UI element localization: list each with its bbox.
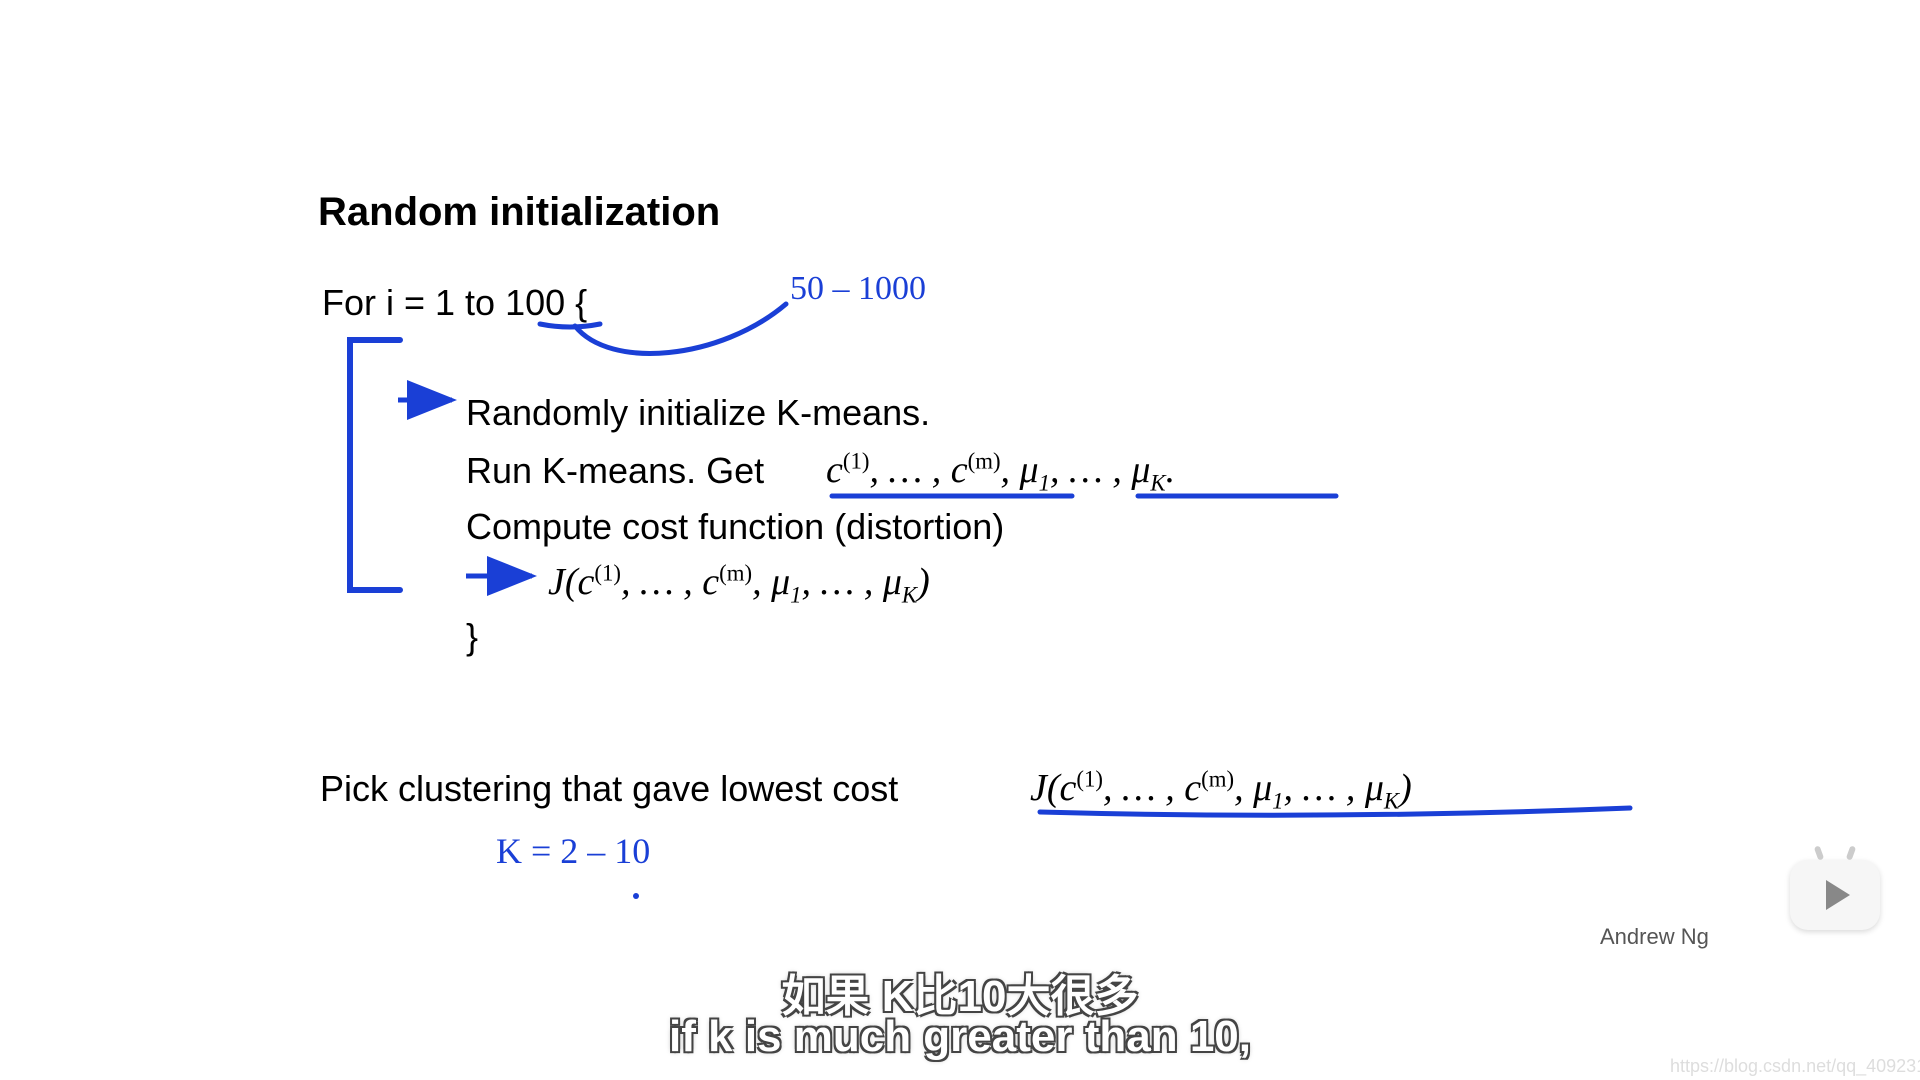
handwritten-range: 50 – 1000 [790, 270, 926, 308]
slide: Random initialization For i = 1 to 100 {… [0, 0, 1920, 1080]
closing-brace: } [466, 616, 478, 658]
pick-clustering-text: Pick clustering that gave lowest cost [320, 768, 898, 810]
play-icon[interactable] [1790, 860, 1880, 930]
step-run-kmeans-math: c(1), … , c(m), μ1, … , μK. [826, 448, 1175, 497]
cost-function-math: J(c(1), … , c(m), μ1, … , μK) [548, 560, 930, 609]
step-run-kmeans: Run K-means. Get [466, 450, 764, 492]
handwritten-k-note: K = 2 – 10 [496, 830, 650, 872]
step-random-init: Randomly initialize K-means. [466, 392, 930, 434]
subtitle-en: if k is much greater than 10, [669, 1012, 1251, 1062]
step-compute-cost: Compute cost function (distortion) [466, 506, 1004, 548]
slide-title: Random initialization [318, 190, 720, 235]
watermark: https://blog.csdn.net/qq_40923177 [1670, 1056, 1920, 1077]
for-loop-line: For i = 1 to 100 { [322, 282, 587, 324]
pick-clustering-math: J(c(1), … , c(m), μ1, … , μK) [1030, 766, 1412, 815]
author-credit: Andrew Ng [1600, 924, 1709, 950]
